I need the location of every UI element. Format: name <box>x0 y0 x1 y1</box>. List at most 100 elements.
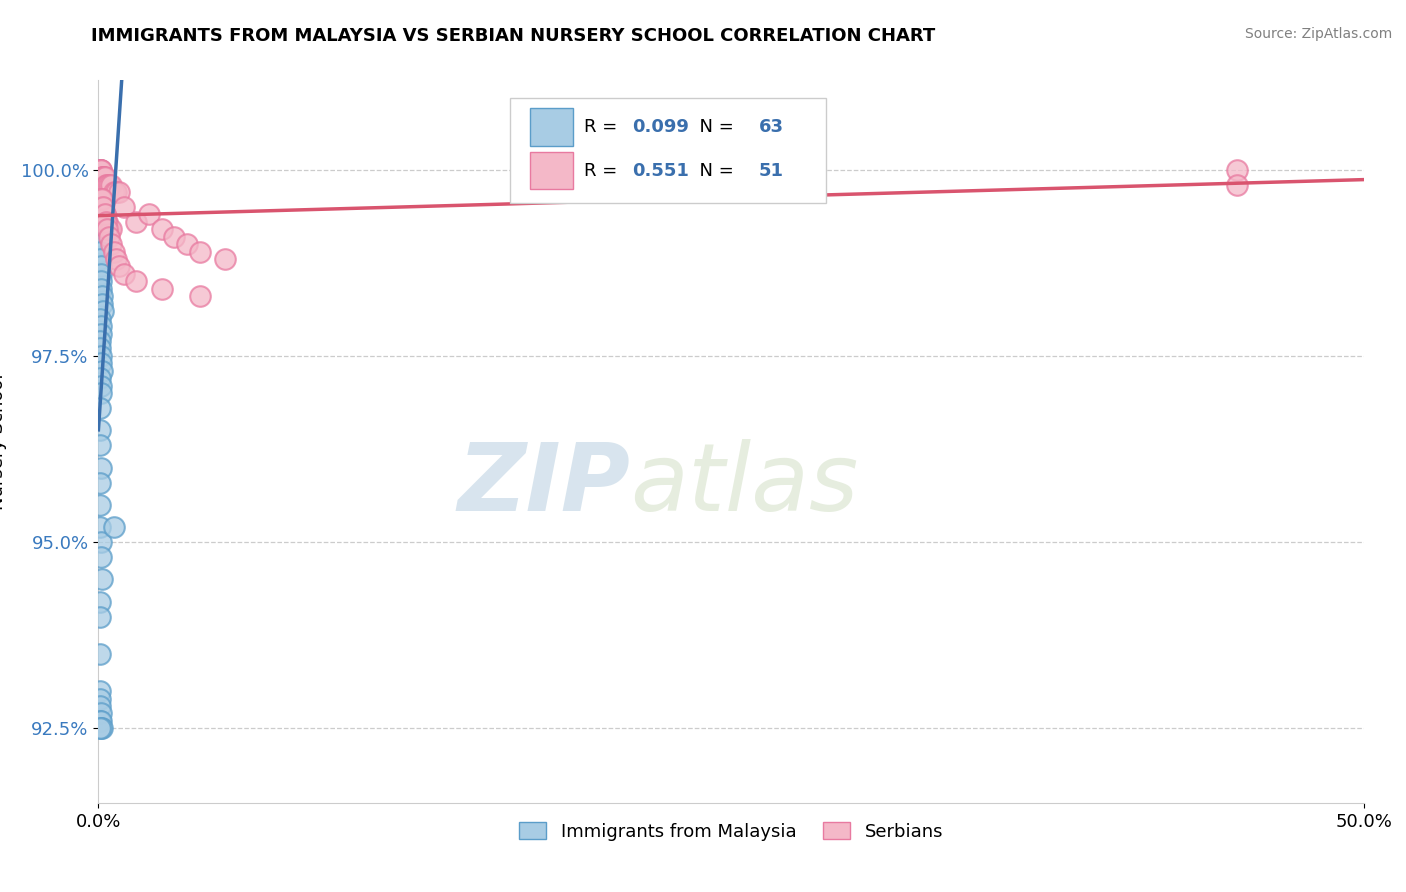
Point <box>93 185 115 199</box>
Point <box>1226 162 1249 177</box>
Point <box>93 170 115 185</box>
Point <box>89 609 111 624</box>
Point <box>91 200 114 214</box>
Point <box>90 326 112 341</box>
Text: N =: N = <box>688 161 740 179</box>
Point <box>138 207 160 221</box>
Point <box>94 178 117 192</box>
Point <box>90 193 112 207</box>
Point <box>89 311 111 326</box>
Point <box>90 170 112 185</box>
Point <box>91 721 114 735</box>
Point <box>91 200 114 214</box>
Point <box>91 178 114 192</box>
Text: 51: 51 <box>759 161 785 179</box>
Point <box>91 364 114 378</box>
Point <box>97 178 120 192</box>
Point <box>89 162 111 177</box>
Point <box>90 162 112 177</box>
Point <box>89 423 111 437</box>
Point <box>89 475 111 490</box>
Point <box>100 178 122 192</box>
Point <box>112 267 135 281</box>
Point <box>90 378 112 392</box>
Point <box>91 215 114 229</box>
Point <box>91 193 114 207</box>
Text: 0.551: 0.551 <box>633 161 689 179</box>
Point <box>90 229 112 244</box>
Point <box>91 229 114 244</box>
Point <box>91 170 114 185</box>
Point <box>93 207 115 221</box>
Point <box>90 460 112 475</box>
Point <box>103 244 125 259</box>
Point <box>176 237 198 252</box>
Text: N =: N = <box>688 119 740 136</box>
Point <box>89 162 111 177</box>
Point <box>103 520 125 534</box>
Legend: Immigrants from Malaysia, Serbians: Immigrants from Malaysia, Serbians <box>512 815 950 848</box>
Point <box>91 289 114 303</box>
Point <box>796 162 818 177</box>
Point <box>90 535 112 549</box>
Point <box>97 229 120 244</box>
Point <box>96 215 118 229</box>
Point <box>107 185 129 199</box>
Point <box>91 207 114 221</box>
Point <box>91 178 114 192</box>
Point <box>90 282 112 296</box>
Point <box>91 170 114 185</box>
Point <box>107 260 129 274</box>
Point <box>91 237 114 252</box>
Point <box>89 342 111 356</box>
Point <box>90 356 112 370</box>
Point <box>90 222 112 236</box>
Point <box>89 714 111 728</box>
Point <box>90 260 112 274</box>
Point <box>90 162 112 177</box>
Point <box>89 222 111 236</box>
Point <box>93 185 115 199</box>
Point <box>94 215 117 229</box>
Point <box>90 193 112 207</box>
Point <box>100 237 122 252</box>
Point <box>103 185 125 199</box>
Point <box>90 200 112 214</box>
Point <box>91 207 114 221</box>
Point <box>163 229 186 244</box>
Point <box>90 714 112 728</box>
Point <box>150 222 173 236</box>
Point <box>90 386 112 401</box>
FancyBboxPatch shape <box>530 152 574 189</box>
Point <box>96 222 118 236</box>
Point <box>90 549 112 564</box>
Text: IMMIGRANTS FROM MALAYSIA VS SERBIAN NURSERY SCHOOL CORRELATION CHART: IMMIGRANTS FROM MALAYSIA VS SERBIAN NURS… <box>91 27 935 45</box>
Point <box>105 252 128 266</box>
Text: R =: R = <box>585 119 623 136</box>
Point <box>91 572 114 586</box>
Text: ZIP: ZIP <box>457 439 630 531</box>
Point <box>89 691 111 706</box>
Point <box>89 647 111 661</box>
Point <box>125 215 148 229</box>
Text: atlas: atlas <box>630 440 858 531</box>
Point <box>94 215 117 229</box>
Point <box>93 207 117 221</box>
Point <box>89 252 111 266</box>
Point <box>89 498 111 512</box>
Point <box>89 244 111 259</box>
Point <box>90 349 112 363</box>
Point <box>90 200 112 214</box>
Point <box>91 304 114 318</box>
Point <box>93 207 117 221</box>
Point <box>93 200 115 214</box>
Point <box>90 274 112 288</box>
Point <box>89 162 111 177</box>
Point <box>150 282 173 296</box>
Point <box>93 170 117 185</box>
Point <box>188 244 211 259</box>
Point <box>90 721 112 735</box>
Point <box>91 297 114 311</box>
Point <box>93 185 115 199</box>
Point <box>100 222 122 236</box>
